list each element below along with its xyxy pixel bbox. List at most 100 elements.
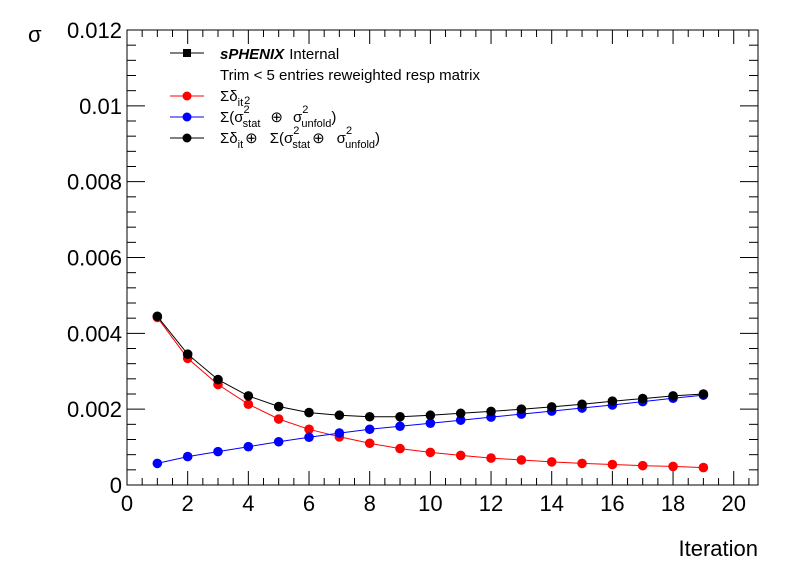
data-point-total xyxy=(577,399,587,410)
legend-iter-marker xyxy=(182,91,192,101)
legend-total-unfold: unfold xyxy=(345,139,375,151)
data-point-iter xyxy=(486,453,496,463)
legend-total-open: Σ(σ xyxy=(270,130,294,147)
data-point-iter xyxy=(304,424,314,435)
legend-total-marker xyxy=(182,133,192,143)
legend-stat-close: ) xyxy=(331,109,336,126)
data-point-stat xyxy=(273,436,284,447)
data-point-total xyxy=(698,389,709,399)
x-tick-label: 2 xyxy=(182,491,194,516)
data-point-total xyxy=(243,391,254,401)
y-tick-label: 0.004 xyxy=(67,321,122,346)
data-point-iter xyxy=(273,414,284,424)
y-tick-label: 0.006 xyxy=(67,246,122,271)
data-point-total xyxy=(486,406,496,417)
series-group xyxy=(152,311,709,473)
data-point-iter xyxy=(364,438,375,449)
x-tick-label: 12 xyxy=(479,491,503,516)
legend-iter-sup: 2 xyxy=(244,95,250,107)
legend-stat-sup: 2 xyxy=(244,104,250,116)
data-point-stat xyxy=(334,428,345,438)
y-tick-label: 0.01 xyxy=(79,94,122,119)
legend-total-oplus: ⊕ xyxy=(245,130,258,147)
legend-total-sigma: σ xyxy=(337,130,347,147)
data-point-total xyxy=(546,402,557,412)
legend-stat-sub: stat xyxy=(243,118,261,130)
data-point-iter xyxy=(698,462,709,473)
data-point-stat xyxy=(455,415,466,425)
x-tick-label: 8 xyxy=(364,491,376,516)
x-axis-title: Iteration xyxy=(679,536,759,561)
y-axis-title: σ xyxy=(28,22,42,47)
legend-total-stat: stat xyxy=(292,139,310,151)
y-tick-label: 0.008 xyxy=(67,170,122,195)
legend-header: sPHENIX Internal xyxy=(220,46,339,63)
x-tick-label: 0 xyxy=(121,491,133,516)
data-point-total xyxy=(364,411,375,422)
data-point-total xyxy=(668,391,678,401)
data-point-iter xyxy=(395,443,405,454)
data-point-total xyxy=(152,311,163,322)
data-point-iter xyxy=(455,450,466,461)
data-point-stat xyxy=(213,446,223,457)
x-tick-label: 4 xyxy=(242,491,254,516)
legend-iter-label: Σδit2 xyxy=(220,88,250,109)
data-point-total xyxy=(455,408,466,419)
data-point-total xyxy=(334,410,345,421)
legend-stat-unfold: unfold xyxy=(301,118,331,130)
y-tick-label: 0.002 xyxy=(67,397,122,422)
data-point-total xyxy=(395,411,405,422)
legend-stat-marker xyxy=(182,112,192,122)
data-point-stat xyxy=(425,418,436,428)
data-point-total xyxy=(304,407,314,418)
data-point-stat xyxy=(395,421,405,432)
ticks-group: 0 2 4 6 8 10 12 14 16 18 20 0 0.002 0.004 0.006 0.008 0.… xyxy=(67,18,758,516)
data-point-total xyxy=(213,374,223,385)
x-tick-label: 18 xyxy=(661,491,685,516)
data-point-stat xyxy=(182,451,193,462)
data-point-iter xyxy=(607,459,618,470)
legend-total-sup2: 2 xyxy=(346,125,352,137)
x-tick-label: 20 xyxy=(721,491,745,516)
data-point-total xyxy=(425,410,436,421)
legend-total-oplus2: ⊕ xyxy=(312,130,325,147)
data-point-iter xyxy=(243,399,254,410)
legend-iter-sym: Σδ xyxy=(220,88,238,105)
legend-total-sup: 2 xyxy=(293,125,299,137)
data-point-total xyxy=(607,396,618,407)
data-point-iter xyxy=(577,458,587,469)
data-point-iter xyxy=(668,461,678,472)
data-point-total xyxy=(637,393,648,404)
y-tick-label: 0.012 xyxy=(67,18,122,43)
legend-total-close: ) xyxy=(375,130,380,147)
legend-total-label: Σδit ⊕ Σ(σ2 stat ⊕ σ2 unfold) xyxy=(220,125,380,151)
legend-total-sym: Σδ xyxy=(220,130,238,147)
data-point-total xyxy=(182,349,193,359)
legend-status: Internal xyxy=(289,46,339,63)
x-tick-label: 6 xyxy=(303,491,315,516)
legend-stat-open: Σ(σ xyxy=(220,109,244,126)
data-point-iter xyxy=(425,447,436,458)
data-point-stat xyxy=(304,432,314,443)
series-line-total xyxy=(156,315,704,418)
x-tick-label: 16 xyxy=(600,491,624,516)
x-tick-label: 10 xyxy=(418,491,442,516)
legend-stat-label: Σ(σ2 stat ⊕ σ2 unfold) xyxy=(220,104,336,130)
data-point-iter xyxy=(637,460,648,471)
legend-header-marker xyxy=(183,49,191,57)
legend-stat-sigma: σ xyxy=(293,109,303,126)
legend-total-sub: it xyxy=(238,139,244,151)
data-point-iter xyxy=(546,457,557,467)
legend-note: Trim < 5 entries reweighted resp matrix xyxy=(220,67,480,84)
legend-stat-sup2: 2 xyxy=(302,104,308,116)
data-point-total xyxy=(516,404,527,414)
data-point-iter xyxy=(516,455,527,465)
legend-iter-sub: it xyxy=(238,97,244,109)
data-point-stat xyxy=(243,441,254,452)
data-point-stat xyxy=(152,458,163,469)
legend-stat-oplus: ⊕ xyxy=(270,109,283,126)
legend: sPHENIX Internal Trim < 5 entries reweigh… xyxy=(170,46,480,151)
y-tick-label: 0 xyxy=(110,473,122,498)
data-point-total xyxy=(273,401,284,412)
